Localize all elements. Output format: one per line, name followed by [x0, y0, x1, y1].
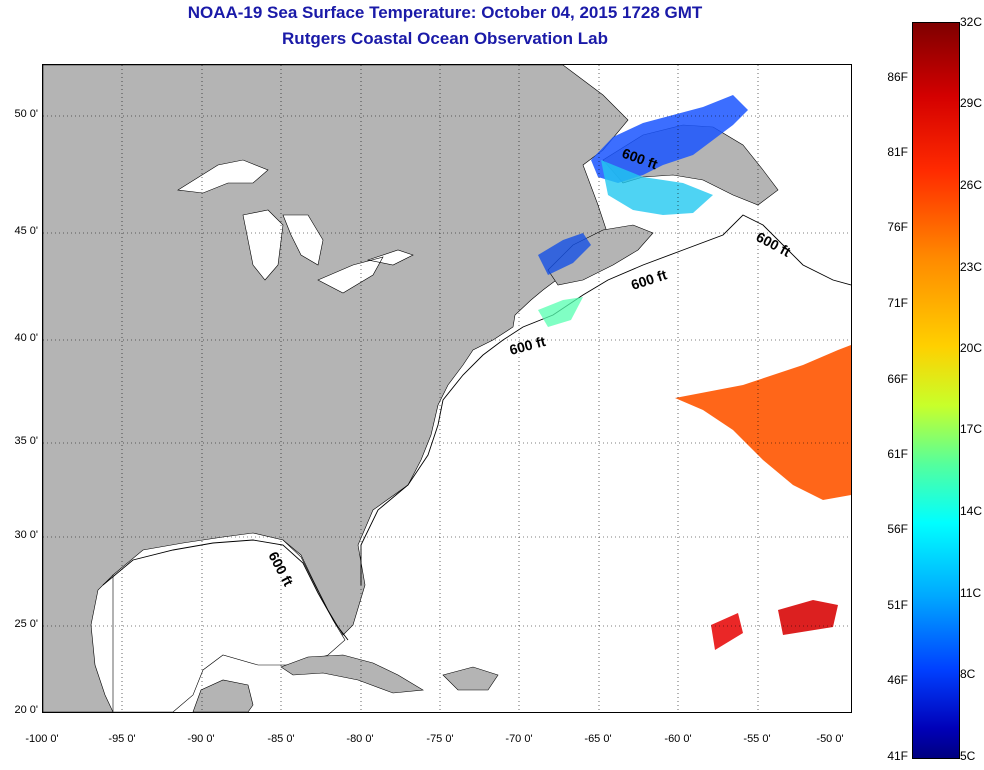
map-title: NOAA-19 Sea Surface Temperature: October…	[187, 3, 703, 22]
sst-cool-georges-bank	[538, 297, 583, 327]
lon-label-60: -60 0'	[664, 733, 692, 745]
sst-warm-patch-2	[778, 600, 838, 635]
colorbar-c-20: 20C	[960, 341, 983, 355]
map-canvas: 600 ft 600 ft 600 ft 600 ft 600 ft	[43, 65, 851, 712]
lon-label-55: -55 0'	[743, 733, 771, 745]
colorbar-c-14: 14C	[960, 504, 983, 518]
sst-warm-patch-1	[711, 613, 743, 650]
land-hispaniola	[442, 666, 499, 691]
colorbar-f-76: 76F	[887, 220, 908, 234]
graticule	[43, 65, 851, 712]
sst-cool-scotian-shelf	[601, 160, 713, 215]
lon-label-50: -50 0'	[816, 733, 844, 745]
lon-label-80: -80 0'	[346, 733, 374, 745]
colorbar-f-81: 81F	[887, 145, 908, 159]
contour-label-scotian: 600 ft	[629, 266, 669, 293]
great-lakes	[177, 159, 414, 294]
land-cuba	[280, 654, 424, 694]
lon-label-100: -100 0'	[25, 733, 59, 745]
lon-label-70: -70 0'	[505, 733, 533, 745]
lon-label-85: -85 0'	[267, 733, 295, 745]
colorbar-f-56: 56F	[887, 522, 908, 536]
colorbar-f-41: 41F	[887, 749, 908, 763]
lat-label-50: 50 0'	[14, 108, 38, 120]
colorbar-c-26: 26C	[960, 178, 983, 192]
sst-map: 600 ft 600 ft 600 ft 600 ft 600 ft	[42, 64, 852, 713]
lon-label-95: -95 0'	[108, 733, 136, 745]
colorbar-c-5: 5C	[960, 749, 976, 763]
lat-label-25: 25 0'	[14, 618, 38, 630]
sst-cold-gulf-st-lawrence	[591, 95, 748, 183]
lat-label-45: 45 0'	[14, 225, 38, 237]
contour-label-midatlantic: 600 ft	[508, 333, 548, 358]
lat-label-30: 30 0'	[14, 529, 38, 541]
lat-label-35: 35 0'	[14, 435, 38, 447]
temperature-colorbar	[912, 22, 960, 759]
colorbar-c-32: 32C	[960, 15, 983, 29]
colorbar-c-17: 17C	[960, 422, 983, 436]
sst-warm-gulf-stream	[675, 345, 851, 500]
colorbar-f-71: 71F	[887, 296, 908, 310]
lat-label-40: 40 0'	[14, 332, 38, 344]
lon-label-90: -90 0'	[187, 733, 215, 745]
colorbar-c-23: 23C	[960, 260, 983, 274]
lon-label-65: -65 0'	[584, 733, 612, 745]
colorbar-f-61: 61F	[887, 447, 908, 461]
lon-label-75: -75 0'	[426, 733, 454, 745]
colorbar-c-29: 29C	[960, 96, 983, 110]
colorbar-f-86: 86F	[887, 70, 908, 84]
colorbar-f-46: 46F	[887, 673, 908, 687]
colorbar-c-11: 11C	[960, 586, 982, 600]
land-nova-scotia	[547, 224, 654, 286]
sst-cold-gulf-maine	[538, 233, 591, 275]
colorbar-c-8: 8C	[960, 667, 976, 681]
lat-label-20: 20 0'	[14, 704, 38, 716]
colorbar-f-51: 51F	[887, 598, 908, 612]
colorbar-f-66: 66F	[887, 372, 908, 386]
land-yucatan	[192, 679, 254, 712]
map-subtitle: Rutgers Coastal Ocean Observation Lab	[282, 29, 608, 48]
